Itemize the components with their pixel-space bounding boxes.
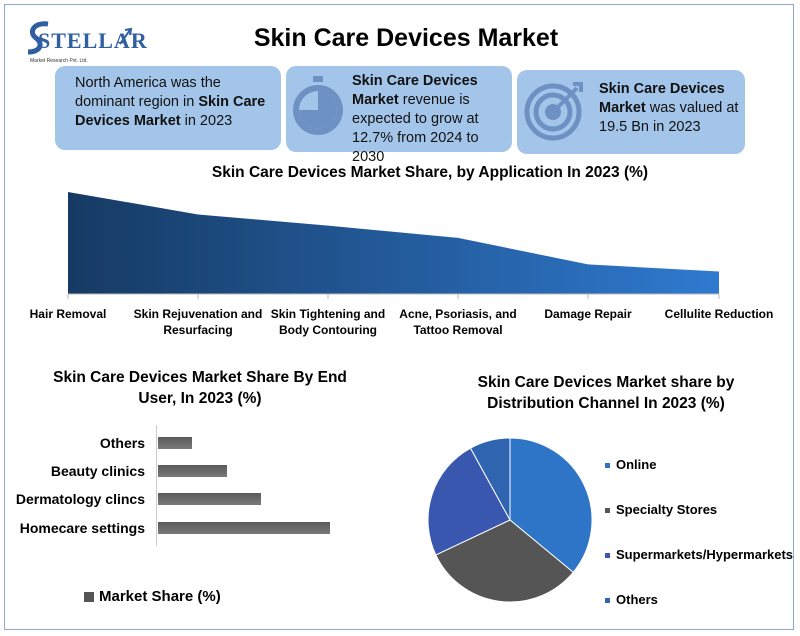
pie-legend-label: Others — [616, 592, 658, 607]
legend-swatch — [605, 553, 610, 559]
legend-swatch — [605, 463, 610, 469]
card-text-bold: Skin Care Devices Market — [599, 81, 725, 116]
bar-dermatology-clincs — [158, 493, 262, 505]
logo-swoosh-icon — [27, 21, 49, 55]
pie-slice-supermarkets-hypermarkets — [427, 447, 511, 556]
card-text-bold: Skin Care Devices Market — [75, 94, 266, 129]
bar-legend: Market Share (%) — [84, 588, 221, 605]
bar-label-homecare-settings: Homecare settings — [19, 520, 145, 536]
pie-slice-online — [509, 437, 593, 573]
pie-slice-specialty-stores — [435, 519, 574, 603]
card-text: Skin Care Devices Market was valued at 1… — [599, 80, 739, 137]
info-card-region: North America was the dominant region in… — [55, 66, 281, 150]
info-card-value: Skin Care Devices Market was valued at 1… — [517, 70, 745, 154]
area-x-label-damage-repair: Damage Repair — [544, 307, 632, 321]
bar-label-others: Others — [99, 435, 145, 451]
legend-swatch — [605, 508, 610, 514]
stellar-logo: STELLAR Market Research Pvt. Ltd. — [26, 20, 147, 64]
page-frame — [4, 4, 794, 630]
bar-chart-title: Skin Care Devices Market Share By End Us… — [53, 369, 347, 407]
area-x-label-skin-rejuvenation-and-resurfacing: Skin Rejuvenation and Resurfacing — [133, 307, 263, 337]
card-text-post: in 2023 — [180, 113, 233, 129]
bar-y-axis — [156, 425, 157, 546]
area-x-label-skin-tightening-and-body-contouring: Skin Tightening and Body Contouring — [270, 307, 386, 337]
logo-arrow-icon — [119, 27, 133, 45]
card-text-pre: North America was the dominant region in — [75, 75, 221, 110]
area-chart-title: Skin Care Devices Market Share, by Appli… — [211, 164, 649, 181]
pie-chart — [427, 437, 593, 603]
target-icon — [524, 82, 583, 141]
bar-beauty-clinics — [158, 465, 227, 477]
area-chart — [67, 192, 720, 299]
card-text-post: revenue is expected to grow at 12.7% fro… — [352, 92, 479, 165]
card-text-bold: Skin Care Devices Market — [352, 73, 478, 108]
pie-chart-title: Skin Care Devices Market share by Distri… — [477, 374, 735, 412]
bar-label-beauty-clinics: Beauty clinics — [50, 463, 145, 479]
logo-subtitle: Market Research Pvt. Ltd. — [30, 58, 88, 64]
area-x-label-cellulite-reduction: Cellulite Reduction — [664, 307, 774, 321]
bar-homecare-settings — [158, 522, 330, 534]
area-x-label-hair-removal: Hair Removal — [29, 307, 107, 321]
pie-legend-label: Supermarkets/Hypermarkets — [616, 547, 794, 562]
page-title: Skin Care Devices Market — [253, 24, 559, 52]
card-text: North America was the dominant region in… — [75, 74, 275, 131]
pie-legend-item-supermarkets-hypermarkets: Supermarkets/Hypermarkets — [605, 547, 793, 562]
legend-label: Market Share (%) — [99, 588, 221, 605]
pie-legend-label: Specialty Stores — [616, 502, 718, 517]
info-card-growth: Skin Care Devices Market revenue is expe… — [286, 66, 512, 165]
pie-legend-item-others: Others — [605, 592, 658, 607]
area-x-label-acne-psoriasis-and-tattoo-removal: Acne, Psoriasis, and Tattoo Removal — [399, 307, 517, 337]
pie-legend-label: Online — [616, 457, 657, 472]
card-text-post: was valued at 19.5 Bn in 2023 — [599, 100, 739, 135]
bar-label-dermatology-clincs: Dermatology clincs — [15, 491, 145, 507]
pie-legend-item-online: Online — [605, 457, 656, 472]
card-text: Skin Care Devices Market revenue is expe… — [352, 72, 512, 167]
bar-others — [158, 437, 193, 449]
legend-swatch — [84, 592, 94, 603]
pie-legend-item-specialty-stores: Specialty Stores — [605, 502, 717, 517]
pie-slice-others — [469, 437, 511, 521]
area-series — [68, 192, 719, 294]
stopwatch-icon — [293, 76, 343, 135]
legend-swatch — [605, 598, 610, 604]
